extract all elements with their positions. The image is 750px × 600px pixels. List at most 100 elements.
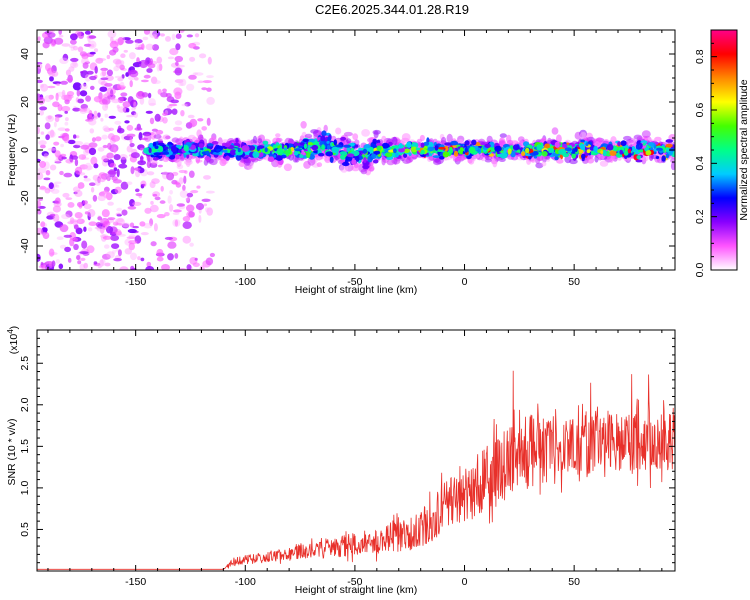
noise-blob bbox=[116, 168, 120, 178]
noise-blob bbox=[149, 117, 155, 125]
signal-blob bbox=[623, 150, 629, 156]
signal-blob bbox=[205, 150, 210, 155]
signal-blob bbox=[303, 143, 308, 150]
signal-blob bbox=[264, 147, 268, 153]
noise-blob bbox=[107, 169, 116, 178]
noise-blob bbox=[120, 53, 126, 58]
signal-blob bbox=[346, 153, 355, 158]
signal-blob bbox=[450, 140, 459, 146]
noise-blob bbox=[100, 117, 104, 122]
noise-blob bbox=[149, 218, 154, 227]
noise-blob bbox=[198, 214, 202, 223]
noise-blob bbox=[75, 135, 80, 139]
noise-blob bbox=[194, 257, 198, 261]
noise-blob bbox=[105, 226, 114, 234]
colorbar-tick-label: 0.2 bbox=[694, 209, 706, 224]
signal-blob bbox=[446, 133, 453, 143]
signal-blob bbox=[248, 145, 256, 151]
noise-blob bbox=[144, 207, 152, 214]
noise-blob bbox=[47, 32, 56, 38]
noise-blob bbox=[61, 156, 67, 160]
noise-blob bbox=[194, 72, 204, 76]
signal-blob bbox=[394, 152, 399, 158]
noise-blob bbox=[66, 91, 75, 97]
noise-blob bbox=[102, 235, 112, 240]
noise-blob bbox=[106, 54, 111, 60]
signal-blob bbox=[620, 140, 627, 147]
noise-blob bbox=[135, 193, 143, 197]
noise-blob bbox=[152, 34, 157, 38]
noise-blob bbox=[152, 80, 161, 85]
noise-blob bbox=[45, 63, 51, 72]
snr-x-tick-label: 0 bbox=[462, 576, 468, 588]
signal-blob bbox=[307, 142, 313, 146]
noise-blob bbox=[56, 236, 64, 240]
noise-blob bbox=[131, 107, 136, 111]
signal-blob bbox=[299, 154, 304, 159]
noise-blob bbox=[40, 221, 46, 228]
noise-blob bbox=[160, 92, 168, 98]
signal-blob bbox=[449, 148, 454, 154]
noise-blob bbox=[54, 160, 62, 164]
signal-blob bbox=[627, 148, 632, 154]
noise-blob bbox=[182, 184, 186, 191]
noise-blob bbox=[160, 185, 164, 192]
noise-blob bbox=[117, 96, 124, 104]
noise-blob bbox=[56, 83, 60, 86]
signal-blob bbox=[523, 141, 530, 147]
noise-blob bbox=[102, 144, 108, 149]
noise-blob bbox=[195, 202, 205, 211]
spectrogram-y-tick-label: -40 bbox=[19, 238, 31, 253]
noise-blob bbox=[150, 241, 157, 247]
signal-blob bbox=[257, 145, 265, 149]
noise-blob bbox=[129, 52, 136, 60]
noise-blob bbox=[162, 112, 168, 117]
noise-blob bbox=[115, 222, 123, 226]
noise-blob bbox=[186, 192, 194, 198]
noise-blob bbox=[39, 160, 47, 168]
noise-blob bbox=[88, 142, 98, 148]
noise-blob bbox=[83, 82, 87, 87]
noise-blob bbox=[49, 164, 57, 171]
noise-blob bbox=[148, 102, 157, 106]
noise-blob bbox=[174, 55, 183, 63]
signal-blob bbox=[323, 124, 328, 133]
signal-blob bbox=[170, 145, 177, 153]
signal-blob bbox=[153, 152, 162, 156]
noise-blob bbox=[79, 90, 88, 97]
signal-blob bbox=[665, 139, 674, 143]
noise-blob bbox=[52, 101, 60, 108]
noise-blob bbox=[54, 197, 61, 205]
snr-y-tick-label: 2.0 bbox=[19, 397, 31, 412]
noise-blob bbox=[106, 173, 110, 181]
signal-blob bbox=[498, 137, 506, 147]
noise-blob bbox=[48, 94, 54, 100]
noise-blob bbox=[128, 242, 135, 251]
noise-blob bbox=[73, 134, 77, 139]
noise-blob bbox=[126, 145, 133, 153]
signal-blob bbox=[639, 143, 643, 149]
noise-blob bbox=[149, 30, 158, 39]
noise-blob bbox=[101, 209, 110, 218]
noise-blob bbox=[93, 261, 98, 265]
noise-blob bbox=[52, 205, 62, 213]
spectrogram-x-tick-labels: -150 -100 -50 0 50 bbox=[125, 276, 580, 288]
signal-blob bbox=[358, 147, 363, 152]
noise-blob bbox=[189, 118, 198, 127]
signal-blob bbox=[525, 147, 530, 154]
signal-blob bbox=[143, 133, 152, 142]
noise-blob bbox=[146, 68, 153, 73]
noise-blob bbox=[40, 144, 46, 149]
signal-blob bbox=[401, 137, 410, 143]
noise-blob bbox=[116, 207, 123, 212]
noise-blob bbox=[59, 244, 67, 249]
noise-blob bbox=[102, 220, 111, 227]
noise-blob bbox=[55, 259, 61, 264]
noise-blob bbox=[47, 85, 56, 89]
noise-blob bbox=[186, 83, 195, 91]
noise-blob bbox=[67, 139, 76, 145]
noise-blob bbox=[124, 248, 132, 255]
noise-blob bbox=[126, 181, 133, 185]
noise-blob bbox=[123, 49, 128, 53]
signal-blob bbox=[665, 153, 670, 159]
